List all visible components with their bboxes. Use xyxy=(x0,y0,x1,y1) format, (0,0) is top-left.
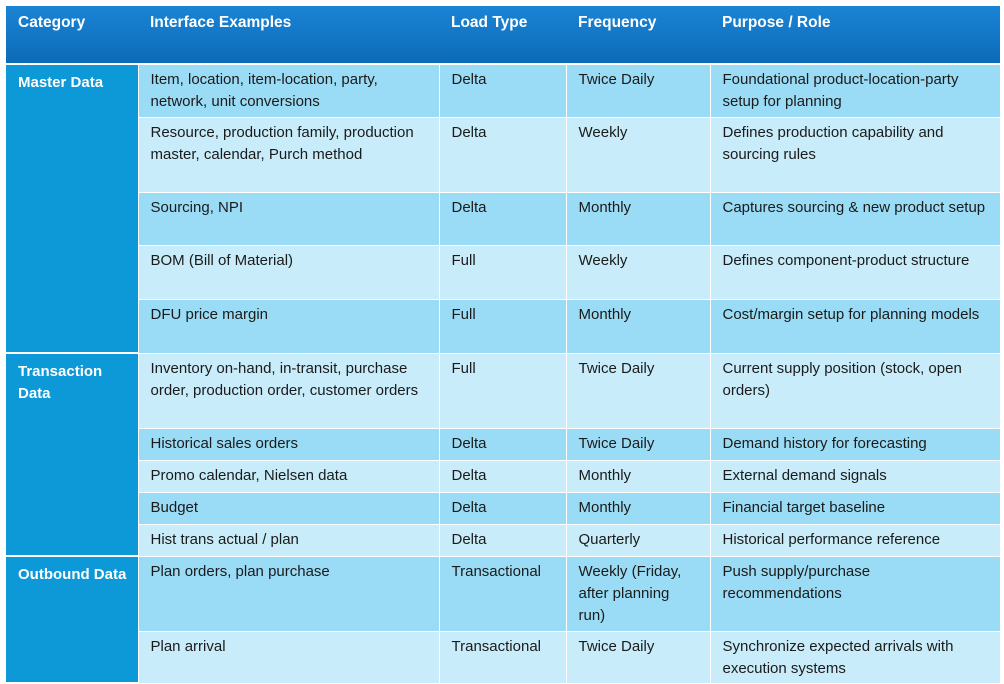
cell-frequency: Weekly xyxy=(566,245,711,300)
header-row: Category Interface Examples Load Type Fr… xyxy=(6,6,1000,65)
interface-table-container: Category Interface Examples Load Type Fr… xyxy=(6,6,1000,684)
cell-load-type: Full xyxy=(439,299,567,354)
header-frequency: Frequency xyxy=(566,6,710,65)
cell-interface: BOM (Bill of Material) xyxy=(138,245,440,300)
cell-load-type: Delta xyxy=(439,64,567,118)
table-row: DFU price margin Full Monthly Cost/margi… xyxy=(6,299,1000,354)
header-interface-examples: Interface Examples xyxy=(138,6,439,65)
cell-interface: Budget xyxy=(138,492,440,525)
cell-load-type: Delta xyxy=(439,192,567,246)
table-row: Master Data Item, location, item-locatio… xyxy=(6,64,1000,354)
cell-frequency: Monthly xyxy=(566,492,711,525)
cell-frequency: Weekly (Friday, after planning run) xyxy=(566,556,711,632)
cell-interface: Sourcing, NPI xyxy=(138,192,440,246)
cell-purpose: Demand history for forecasting xyxy=(710,428,1000,461)
table-row: Transaction Data Inventory on-hand, in-t… xyxy=(6,353,1000,557)
cell-frequency: Twice Daily xyxy=(566,631,711,684)
cell-load-type: Delta xyxy=(439,492,567,525)
table-header: Category Interface Examples Load Type Fr… xyxy=(6,6,1000,65)
cell-interface: DFU price margin xyxy=(138,299,440,354)
table-row: Budget Delta Monthly Financial target ba… xyxy=(6,492,1000,525)
cell-purpose: Defines component-product structure xyxy=(710,245,1000,300)
cell-purpose: Cost/margin setup for planning models xyxy=(710,299,1000,354)
cell-purpose: Historical performance reference xyxy=(710,524,1000,557)
category-outbound-data: Outbound Data xyxy=(6,556,139,684)
header-purpose-role: Purpose / Role xyxy=(710,6,1000,65)
cell-purpose: External demand signals xyxy=(710,460,1000,493)
category-transaction-data: Transaction Data xyxy=(6,353,139,557)
header-load-type: Load Type xyxy=(439,6,566,65)
cell-purpose: Current supply position (stock, open ord… xyxy=(710,353,1000,429)
cell-frequency: Monthly xyxy=(566,460,711,493)
cell-interface: Plan orders, plan purchase xyxy=(138,556,440,632)
cell-load-type: Delta xyxy=(439,460,567,493)
cell-load-type: Delta xyxy=(439,117,567,193)
cell-frequency: Twice Daily xyxy=(566,64,711,118)
table-body: Master Data Item, location, item-locatio… xyxy=(6,64,1000,684)
cell-frequency: Monthly xyxy=(566,299,711,354)
cell-frequency: Quarterly xyxy=(566,524,711,557)
cell-load-type: Full xyxy=(439,245,567,300)
cell-load-type: Full xyxy=(439,353,567,429)
cell-purpose: Defines production capability and sourci… xyxy=(710,117,1000,193)
cell-interface: Promo calendar, Nielsen data xyxy=(138,460,440,493)
table-row: Historical sales orders Delta Twice Dail… xyxy=(6,428,1000,461)
table-row: BOM (Bill of Material) Full Weekly Defin… xyxy=(6,245,1000,300)
cell-interface: Hist trans actual / plan xyxy=(138,524,440,557)
cell-interface: Historical sales orders xyxy=(138,428,440,461)
cell-frequency: Twice Daily xyxy=(566,353,711,429)
table-row: Sourcing, NPI Delta Monthly Captures sou… xyxy=(6,192,1000,246)
table-row: Resource, production family, production … xyxy=(6,117,1000,193)
table-row: Outbound Data Plan orders, plan purchase… xyxy=(6,556,1000,684)
table-row: Hist trans actual / plan Delta Quarterly… xyxy=(6,524,1000,557)
cell-load-type: Delta xyxy=(439,524,567,557)
table-row: Promo calendar, Nielsen data Delta Month… xyxy=(6,460,1000,493)
cell-interface: Resource, production family, production … xyxy=(138,117,440,193)
cell-frequency: Monthly xyxy=(566,192,711,246)
cell-load-type: Transactional xyxy=(439,556,567,632)
interface-table: Category Interface Examples Load Type Fr… xyxy=(6,6,1000,684)
category-master-data: Master Data xyxy=(6,64,139,354)
cell-purpose: Push supply/purchase recommendations xyxy=(710,556,1000,632)
cell-load-type: Transactional xyxy=(439,631,567,684)
table-row: Plan arrival Transactional Twice Daily S… xyxy=(6,631,1000,684)
cell-interface: Item, location, item-location, party, ne… xyxy=(138,64,440,118)
cell-frequency: Weekly xyxy=(566,117,711,193)
cell-frequency: Twice Daily xyxy=(566,428,711,461)
cell-purpose: Foundational product-location-party setu… xyxy=(710,64,1000,118)
cell-purpose: Financial target baseline xyxy=(710,492,1000,525)
cell-load-type: Delta xyxy=(439,428,567,461)
cell-purpose: Synchronize expected arrivals with execu… xyxy=(710,631,1000,684)
cell-interface: Inventory on-hand, in-transit, purchase … xyxy=(138,353,440,429)
header-category: Category xyxy=(6,6,138,65)
cell-purpose: Captures sourcing & new product setup xyxy=(710,192,1000,246)
cell-interface: Plan arrival xyxy=(138,631,440,684)
